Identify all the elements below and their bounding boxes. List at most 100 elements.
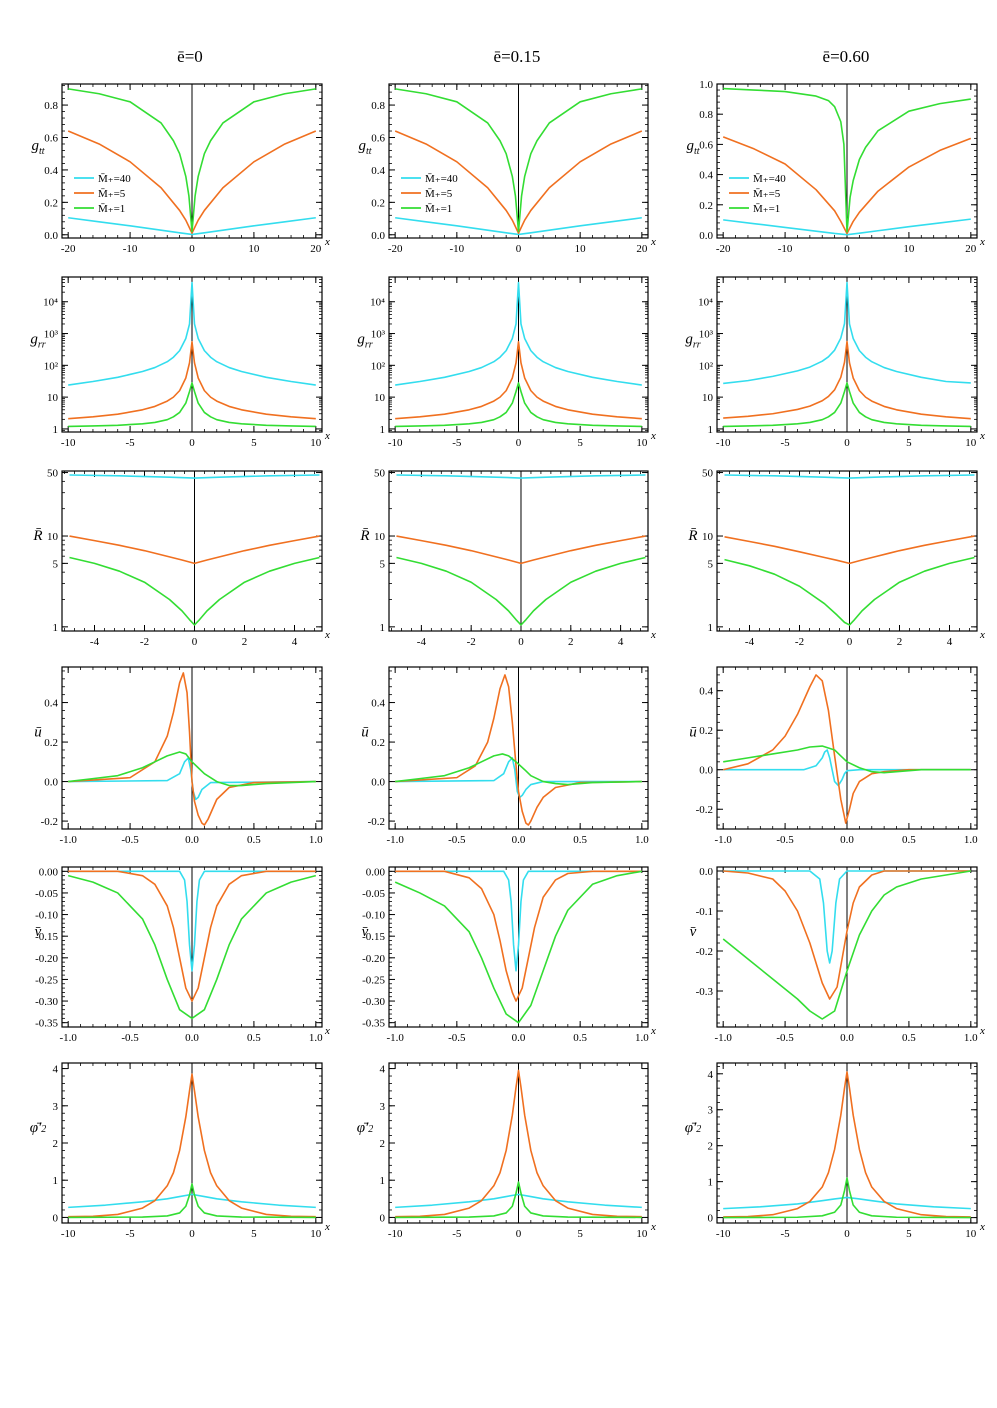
y-tick-label: 3	[380, 1101, 386, 1113]
y-tick-label: 50	[47, 468, 59, 480]
legend-label: M̄₊=5	[753, 188, 781, 200]
series-line-m1	[68, 382, 316, 428]
x-axis-label: x	[650, 1221, 656, 1233]
y-tick-label: 0.4	[44, 698, 58, 710]
x-tick-label: -0.5	[776, 1032, 794, 1044]
y-axis-label: grr	[685, 332, 700, 351]
series-group	[723, 1071, 971, 1219]
x-tick-label: -0.5	[448, 1032, 466, 1044]
y-tick-label: 0.6	[699, 139, 713, 151]
series-line-m40	[395, 757, 642, 799]
x-tick-label: 1.0	[964, 1032, 978, 1044]
y-tick-label: 0.0	[371, 777, 385, 789]
x-tick-label: 4	[292, 636, 298, 648]
x-tick-label: 1.0	[964, 834, 978, 846]
series-line-m1	[723, 382, 971, 428]
x-tick-label: -5	[452, 1228, 462, 1240]
legend-label: M̄₊=1	[98, 203, 125, 215]
panel-u-e0: -1.0 -0.5 0.0 0.5 1.0 -0.2 0.0 0.2 0.4 ū	[34, 666, 323, 846]
x-tick-label: -1.0	[59, 1032, 77, 1044]
series-line-m40	[723, 218, 971, 236]
x-tick-label: 0	[518, 636, 524, 648]
x-tick-label: 5	[251, 1228, 257, 1240]
legend-label: M̄₊=40	[98, 173, 131, 185]
y-tick-label: 10³	[44, 329, 59, 341]
series-line-m40	[395, 1193, 642, 1209]
x-tick-label: 4	[947, 636, 953, 648]
x-axis-label: x	[650, 430, 656, 442]
series-line-m5	[395, 1069, 642, 1218]
x-tick-label: -5	[781, 1228, 791, 1240]
y-axis-label: v̄	[362, 924, 369, 940]
series-line-m5	[69, 535, 320, 565]
x-tick-label: -10	[61, 1228, 76, 1240]
x-tick-label: 2	[242, 636, 248, 648]
y-tick-label: 4	[380, 1064, 386, 1076]
series-line-m1	[68, 88, 316, 233]
y-tick-label: 1	[708, 622, 714, 634]
y-tick-label: -0.25	[362, 974, 385, 986]
series-line-m40	[723, 749, 971, 787]
x-tick-label: 10	[636, 437, 648, 449]
series-line-m1	[67, 874, 317, 1020]
y-axis-label-sub: 2	[696, 1124, 701, 1135]
y-tick-label: 0.8	[371, 100, 385, 112]
x-tick-label: -0.5	[776, 834, 794, 846]
legend-label: M̄₊=40	[425, 173, 458, 185]
y-tick-label: -0.35	[35, 1018, 58, 1030]
x-axis-label: x	[979, 236, 985, 248]
series-group	[723, 674, 971, 824]
x-tick-label: 10	[965, 1228, 977, 1240]
y-tick-label: 1	[708, 424, 714, 436]
series-group	[67, 870, 317, 1020]
x-tick-label: 0.5	[573, 834, 587, 846]
x-tick-label: -5	[126, 437, 136, 449]
x-tick-label: -10	[123, 243, 138, 255]
y-tick-label: 10³	[699, 329, 714, 341]
y-tick-label: 5	[53, 558, 59, 570]
x-tick-label: 0	[516, 437, 522, 449]
y-tick-label: 0	[53, 1212, 59, 1224]
x-tick-label: -4	[745, 636, 755, 648]
series-line-m1	[395, 88, 642, 233]
y-axis-label: ū	[34, 725, 42, 741]
x-tick-label: 0.5	[573, 1032, 587, 1044]
legend-label: M̄₊=5	[425, 188, 453, 200]
legend-label: M̄₊=1	[425, 203, 452, 215]
y-tick-label: 0.2	[44, 737, 58, 749]
x-tick-label: 10	[575, 243, 587, 255]
y-axis-label-main: g	[358, 138, 366, 154]
series-line-m1	[68, 1183, 316, 1219]
x-tick-label: -20	[388, 243, 403, 255]
y-tick-label: -0.20	[362, 953, 385, 965]
x-tick-label: 0	[192, 636, 198, 648]
series-group	[67, 88, 317, 236]
y-axis-label-main: ū	[34, 725, 42, 741]
y-axis-label-sub: rr	[693, 340, 701, 351]
x-tick-label: 0.5	[902, 834, 916, 846]
y-tick-label: 10	[702, 392, 714, 404]
x-tick-label: 0.0	[840, 834, 854, 846]
x-tick-label: -2	[140, 636, 149, 648]
series-line-m40	[395, 216, 642, 236]
y-tick-label: -0.05	[362, 888, 385, 900]
y-axis-label-main: R̄	[32, 528, 42, 544]
y-axis-label-main: φ̄′	[357, 1120, 369, 1136]
y-tick-label: -0.20	[35, 953, 58, 965]
y-tick-label: -0.1	[696, 906, 713, 918]
x-tick-label: 2	[568, 636, 574, 648]
series-group	[394, 88, 643, 236]
series-line-m5	[723, 340, 971, 420]
panel-R-e0: -4 -2 0 2 4 1 5 10 50 R̄ x	[32, 468, 330, 648]
y-axis-label-main: g	[30, 332, 38, 348]
x-tick-label: -5	[781, 437, 791, 449]
y-tick-label: 2	[380, 1138, 386, 1150]
y-tick-label: -0.2	[696, 804, 713, 816]
y-axis-label: R̄	[359, 528, 369, 544]
x-axis-label: x	[650, 236, 656, 248]
series-line-m5	[395, 870, 642, 1002]
x-axis-label: x	[979, 1221, 985, 1233]
series-line-m5	[395, 674, 642, 826]
series-line-m1	[723, 745, 971, 774]
